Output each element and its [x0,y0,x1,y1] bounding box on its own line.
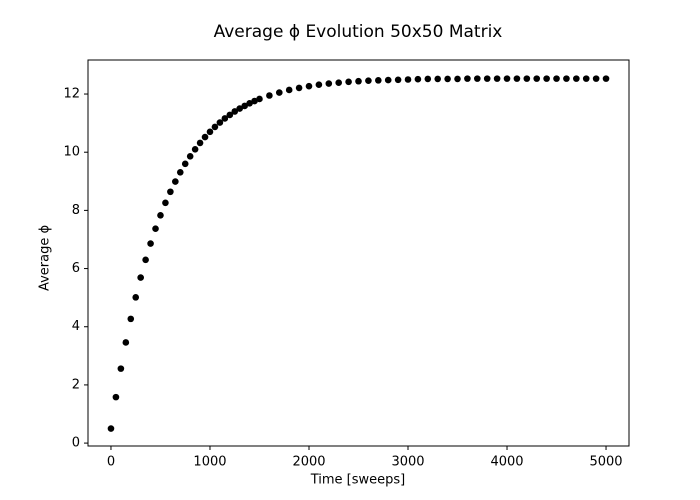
point [162,199,169,207]
y-axis-label: Average ϕ [38,225,53,291]
x-tick-label: 0 [107,455,115,470]
point [493,75,501,82]
point [122,339,130,346]
point [117,365,125,372]
point [305,82,313,90]
point [176,168,184,176]
point [444,75,451,83]
point [275,89,283,96]
point [226,111,234,119]
point [172,178,179,185]
point [513,75,521,82]
point [454,75,461,83]
y-tick-label: 12 [63,87,80,102]
point [186,152,194,160]
point [315,81,323,89]
point [266,92,273,99]
point [241,102,248,110]
point [285,86,293,94]
point [434,75,442,83]
point [196,139,204,147]
point [107,425,115,432]
point [335,79,342,86]
y-tick-label: 2 [72,377,80,392]
point [231,108,239,115]
point [384,76,392,84]
point [414,75,422,83]
x-tick-label: 3000 [391,455,424,470]
point [592,75,600,82]
point [246,100,253,107]
point [503,75,511,82]
point [142,256,149,264]
x-tick-label: 4000 [490,455,523,470]
y-tick-label: 0 [72,436,80,451]
point [523,75,531,82]
point [216,119,224,126]
plot-frame [87,59,630,447]
point [582,75,590,82]
point [533,75,541,82]
point [394,76,402,84]
point [112,393,120,401]
point [152,225,159,233]
point [256,95,263,103]
point [206,128,214,136]
point [543,75,550,82]
point [236,105,243,112]
x-tick-label: 5000 [589,455,622,470]
point [147,240,154,247]
point [181,160,189,168]
chart-title: Average ϕ Evolution 50x50 Matrix [214,22,503,42]
point [251,97,258,105]
y-tick-label: 6 [72,261,80,276]
point [375,77,382,84]
point [553,75,560,82]
point [602,75,610,82]
y-tick-label: 8 [72,203,80,218]
point [132,294,140,301]
point [355,77,362,85]
point [345,78,352,86]
y-tick-label: 4 [72,319,80,334]
point [573,75,580,82]
y-tick-label: 10 [63,145,80,160]
point [424,75,432,83]
x-tick-label: 2000 [292,455,325,470]
point [365,77,372,84]
point [474,75,481,82]
point [295,84,303,92]
point [464,75,471,82]
point [127,315,135,323]
point [325,80,333,87]
x-tick-label: 1000 [193,455,226,470]
point [563,75,570,82]
point [483,75,491,82]
point [191,146,199,153]
point [167,188,174,196]
point [137,274,144,281]
x-axis-label: Time [sweeps] [310,473,406,488]
point [211,123,219,131]
point [157,212,164,219]
point [201,133,209,141]
point [404,76,412,83]
point [221,115,229,122]
